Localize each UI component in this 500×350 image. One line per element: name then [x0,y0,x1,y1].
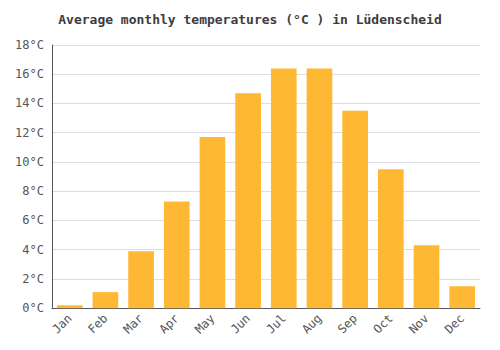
svg-text:Average monthly temperatures (: Average monthly temperatures (°C ) in Lü… [58,12,442,27]
svg-text:May: May [192,311,217,336]
svg-text:Jul: Jul [264,311,289,336]
svg-text:Aug: Aug [299,311,324,336]
svg-text:8°C: 8°C [22,184,44,198]
svg-text:Dec: Dec [442,311,467,336]
svg-text:Apr: Apr [156,311,181,336]
svg-text:Jan: Jan [49,311,74,336]
svg-text:14°C: 14°C [15,96,44,110]
svg-text:4°C: 4°C [22,243,44,257]
svg-text:2°C: 2°C [22,272,44,286]
svg-text:0°C: 0°C [22,301,44,315]
svg-text:Nov: Nov [406,311,431,336]
svg-text:6°C: 6°C [22,213,44,227]
svg-text:12°C: 12°C [15,126,44,140]
svg-text:18°C: 18°C [15,38,44,52]
svg-text:Sep: Sep [335,311,360,336]
svg-text:Feb: Feb [85,311,110,336]
svg-text:Mar: Mar [121,311,146,336]
svg-text:Jun: Jun [228,311,253,336]
svg-text:Oct: Oct [371,311,396,336]
svg-text:10°C: 10°C [15,155,44,169]
svg-text:16°C: 16°C [15,67,44,81]
